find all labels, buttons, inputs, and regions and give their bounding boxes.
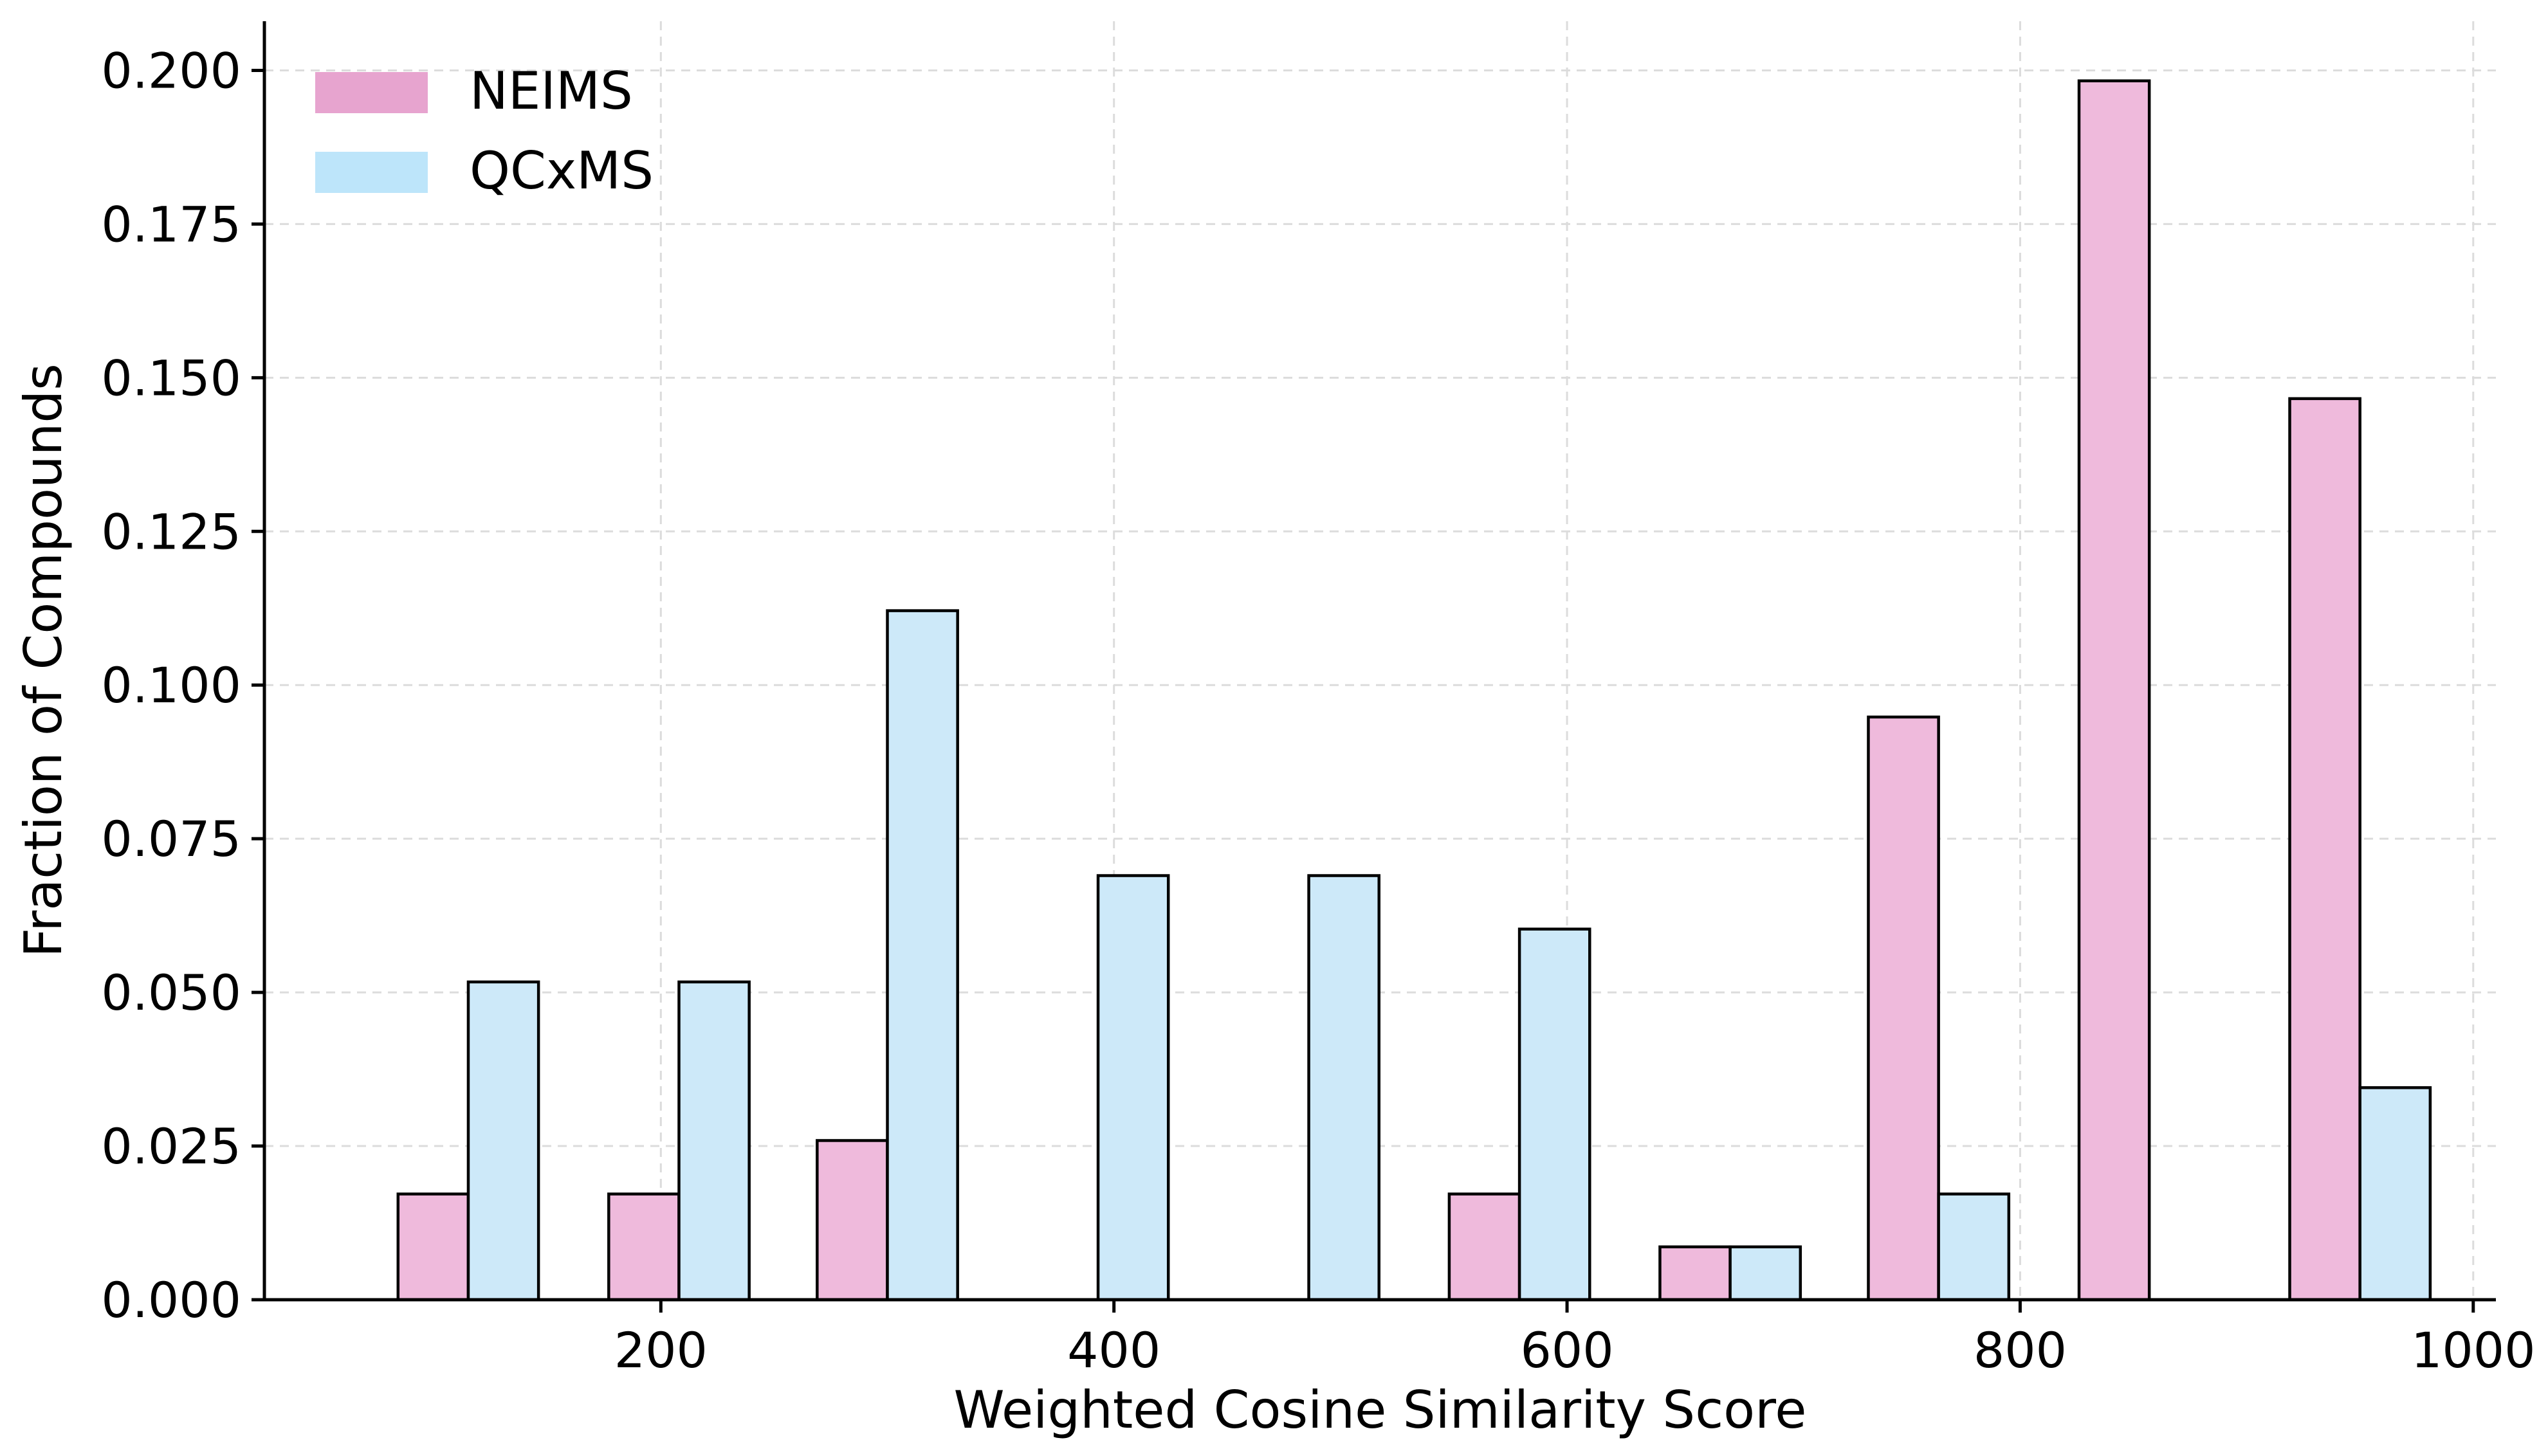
- y-tick-label: 0.125: [101, 503, 241, 560]
- bar-neims: [2288, 397, 2361, 1302]
- bar-neims: [1658, 1245, 1732, 1302]
- y-tick-label: 0.175: [101, 196, 241, 253]
- bar-neims: [816, 1139, 889, 1302]
- bar-qcxms: [677, 980, 751, 1302]
- x-tick-label: 800: [1974, 1322, 2067, 1379]
- y-tick-label: 0.025: [101, 1118, 241, 1175]
- ticks: 0.000 0.025 0.050 0.075 0.100 0.125 0.150 0.175…: [101, 42, 2535, 1379]
- x-tick-label: 1000: [2411, 1322, 2535, 1379]
- bar-neims: [2077, 79, 2151, 1302]
- axes: [262, 21, 2496, 1302]
- bar-qcxms: [1307, 874, 1380, 1302]
- bar-neims: [607, 1192, 681, 1302]
- x-tick-label: 200: [614, 1322, 708, 1379]
- y-tick-label: 0.200: [101, 42, 241, 99]
- legend-swatch-qcxms: [315, 152, 428, 193]
- legend: NEIMS QCxMS: [315, 61, 654, 201]
- y-tick-label: 0.000: [101, 1271, 241, 1329]
- y-tick-label: 0.100: [101, 657, 241, 714]
- legend-label-neims: NEIMS: [470, 61, 633, 121]
- x-tick-label: 400: [1067, 1322, 1160, 1379]
- bar-neims: [396, 1192, 470, 1302]
- y-tick-label: 0.150: [101, 349, 241, 406]
- bar-neims: [1867, 715, 1940, 1302]
- bar-neims: [1447, 1192, 1521, 1302]
- bar-qcxms: [2358, 1086, 2432, 1302]
- bar-qcxms: [1096, 874, 1170, 1302]
- legend-swatch-neims: [315, 72, 428, 113]
- bar-qcxms: [1517, 927, 1591, 1302]
- y-axis-label: Fraction of Compounds: [14, 363, 73, 958]
- legend-label-qcxms: QCxMS: [470, 141, 654, 201]
- bar-qcxms: [1728, 1245, 1802, 1302]
- y-tick-label: 0.050: [101, 964, 241, 1021]
- bar-qcxms: [466, 980, 540, 1302]
- bar-qcxms: [886, 609, 959, 1302]
- x-tick-label: 600: [1521, 1322, 1614, 1379]
- x-axis-label: Weighted Cosine Similarity Score: [954, 1380, 1807, 1440]
- bars: [396, 79, 2432, 1302]
- y-tick-label: 0.075: [101, 810, 241, 868]
- bar-qcxms: [1937, 1192, 2011, 1302]
